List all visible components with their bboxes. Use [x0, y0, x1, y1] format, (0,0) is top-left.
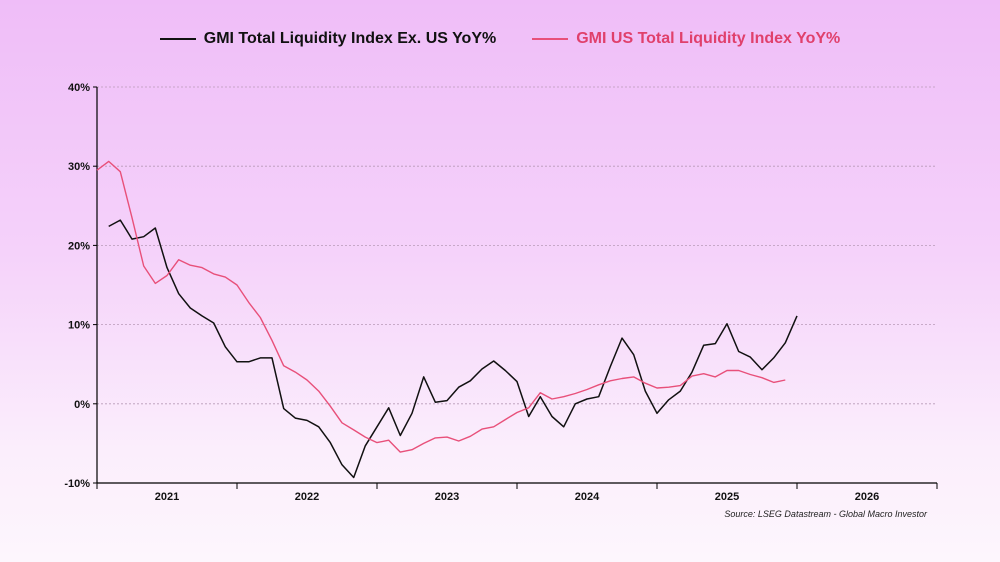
legend-swatch-ex-us: [159, 38, 196, 40]
x-tick-label: 2024: [575, 491, 600, 503]
x-tick-label: 2022: [295, 491, 319, 503]
x-tick-label: 2025: [715, 491, 739, 503]
x-tick-label: 2026: [855, 491, 879, 503]
chart-legend: GMI Total Liquidity Index Ex. US YoY% GM…: [0, 30, 1000, 48]
y-tick-label: -10%: [64, 478, 90, 490]
legend-swatch-us: [532, 38, 569, 40]
source-note: Source: LSEG Datastream - Global Macro I…: [724, 509, 927, 519]
y-tick-label: 10%: [68, 320, 90, 332]
series-line-ex-us: [108, 219, 798, 479]
legend-label-us: GMI US Total Liquidity Index YoY%: [576, 30, 841, 47]
series-line-us: [96, 160, 786, 453]
x-tick-label: 2023: [435, 491, 459, 503]
y-tick-label: 0%: [74, 399, 90, 411]
legend-label-ex-us: GMI Total Liquidity Index Ex. US YoY%: [203, 30, 497, 47]
y-tick-label: 40%: [68, 82, 90, 94]
y-tick-label: 20%: [68, 240, 90, 252]
legend-item-ex-us: GMI Total Liquidity Index Ex. US YoY%: [159, 30, 497, 48]
y-tick-label: 30%: [68, 161, 90, 173]
x-tick-label: 2021: [155, 491, 179, 503]
legend-item-us: GMI US Total Liquidity Index YoY%: [532, 30, 840, 48]
